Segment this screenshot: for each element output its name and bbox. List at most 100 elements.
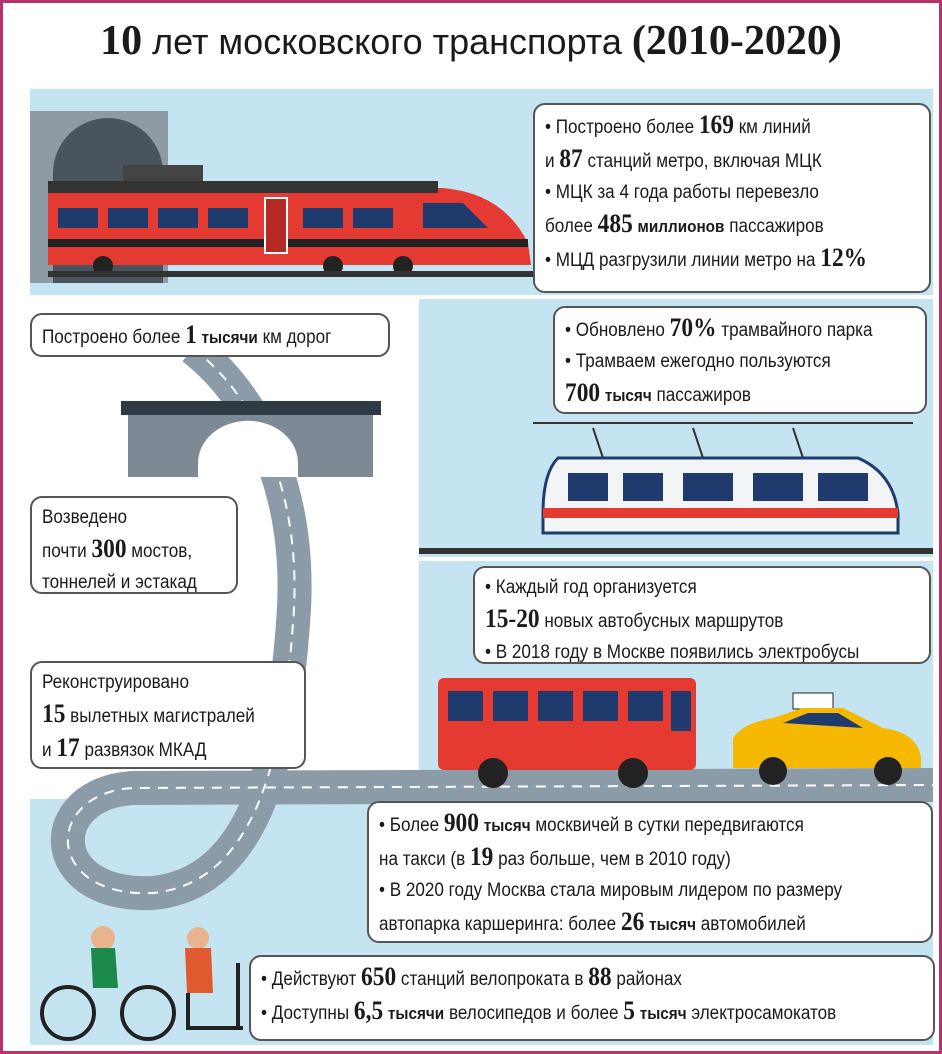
highlight-number: 900 bbox=[444, 808, 479, 837]
text-line: более 485 миллионов пассажиров bbox=[545, 208, 882, 242]
text-line: • Доступны 6,5 тысячи велосипедов и боле… bbox=[261, 995, 857, 1029]
info-box: • Более 900 тысяч москвичей в сутки пере… bbox=[367, 801, 933, 943]
text: велосипедов и более bbox=[444, 1003, 623, 1024]
text: км дорог bbox=[258, 327, 331, 348]
text: новых автобусных маршрутов bbox=[540, 611, 784, 632]
text: • Действуют bbox=[261, 969, 361, 990]
info-box: Построено более 1 тысячи км дорог bbox=[30, 313, 390, 357]
text: и bbox=[42, 740, 56, 761]
text-line: 15 вылетных магистралей bbox=[42, 698, 269, 732]
highlight-number: 26 bbox=[621, 907, 644, 936]
text: тоннелей и эстакад bbox=[42, 572, 197, 593]
text-line: • Более 900 тысяч москвичей в сутки пере… bbox=[379, 807, 867, 841]
title: 10 лет московского транспорта (2010-2020… bbox=[3, 17, 939, 65]
highlight-number: 650 bbox=[361, 962, 396, 991]
page: {"title": [{"text": "10", "style": "numb… bbox=[0, 0, 942, 1054]
infographic: 10 лет московского транспорта (2010-2020… bbox=[0, 0, 942, 1054]
text: Реконструировано bbox=[42, 672, 189, 693]
highlight-number: 15-20 bbox=[485, 604, 540, 633]
text-line: тоннелей и эстакад bbox=[42, 567, 208, 598]
highlight-number: 19 bbox=[470, 842, 493, 871]
highlight-word: тысяч bbox=[649, 915, 696, 934]
text: станций велопроката в bbox=[396, 969, 588, 990]
text-line: Реконструировано bbox=[42, 667, 269, 698]
text: • В 2018 году в Москве появились электро… bbox=[485, 642, 859, 663]
text-line: • МЦК за 4 года работы перевезло bbox=[545, 177, 882, 208]
text: автопарка каршеринга: более bbox=[379, 914, 621, 935]
text: пассажиров bbox=[724, 216, 823, 237]
text: вылетных магистралей bbox=[65, 706, 254, 727]
text-line: и 87 станций метро, включая МЦК bbox=[545, 143, 882, 177]
text: более bbox=[545, 216, 598, 237]
text: станций метро, включая МЦК bbox=[583, 151, 822, 172]
text: • МЦД разгрузили линии метро на bbox=[545, 250, 820, 271]
highlight-word: тысячи bbox=[388, 1004, 444, 1023]
text: • Построено более bbox=[545, 117, 699, 138]
highlight-word: тысячи bbox=[202, 328, 258, 347]
highlight-number: 700 bbox=[565, 378, 600, 407]
highlight-number: 169 bbox=[699, 110, 734, 139]
text: автомобилей bbox=[696, 914, 806, 935]
text-line: и 17 развязок МКАД bbox=[42, 732, 269, 766]
highlight-number: 485 bbox=[598, 209, 633, 238]
text-line: 15-20 новых автобусных маршрутов bbox=[485, 603, 876, 637]
info-box: • Действуют 650 станций велопроката в 88… bbox=[249, 955, 935, 1041]
text: пассажиров bbox=[652, 385, 751, 406]
highlight-number: 88 bbox=[588, 962, 611, 991]
text-line: • В 2018 году в Москве появились электро… bbox=[485, 637, 876, 668]
highlight-word: миллионов bbox=[638, 217, 725, 236]
highlight-number: 10 bbox=[100, 18, 142, 64]
text-line: • Действуют 650 станций велопроката в 88… bbox=[261, 961, 857, 995]
text: и bbox=[545, 151, 559, 172]
text: на такси (в bbox=[379, 849, 470, 870]
text-line: автопарка каршеринга: более 26 тысяч авт… bbox=[379, 906, 867, 940]
text: • В 2020 году Москва стала мировым лидер… bbox=[379, 880, 842, 901]
highlight-number: 6,5 bbox=[354, 996, 383, 1025]
text: почти bbox=[42, 541, 91, 562]
text: электросамокатов bbox=[687, 1003, 837, 1024]
text: Построено более bbox=[42, 327, 185, 348]
highlight-number: 15 bbox=[42, 699, 65, 728]
text: • МЦК за 4 года работы перевезло bbox=[545, 182, 819, 203]
text: • Обновлено bbox=[565, 320, 670, 341]
highlight-number: 1 bbox=[185, 320, 197, 349]
text-line: на такси (в 19 раз больше, чем в 2010 го… bbox=[379, 841, 867, 875]
text: мостов, bbox=[127, 541, 193, 562]
text-line: Построено более 1 тысячи км дорог bbox=[42, 319, 344, 353]
text: развязок МКАД bbox=[80, 740, 207, 761]
text: • Доступны bbox=[261, 1003, 354, 1024]
text-line: Возведено bbox=[42, 502, 208, 533]
highlight-number: 300 bbox=[91, 534, 126, 563]
text-line: 700 тысяч пассажиров bbox=[565, 377, 880, 411]
highlight-word: тысяч bbox=[640, 1004, 687, 1023]
text: раз больше, чем в 2010 году) bbox=[493, 849, 731, 870]
text-line: • Каждый год организуется bbox=[485, 572, 876, 603]
highlight-number: 17 bbox=[56, 733, 79, 762]
highlight-number: (2010-2020) bbox=[632, 18, 842, 64]
text-line: • В 2020 году Москва стала мировым лидер… bbox=[379, 875, 867, 906]
highlight-number: 5 bbox=[623, 996, 635, 1025]
text-line: • МЦД разгрузили линии метро на 12% bbox=[545, 242, 882, 276]
text-line: почти 300 мостов, bbox=[42, 533, 208, 567]
text: трамвайного парка bbox=[716, 320, 872, 341]
text-line: • Построено более 169 км линий bbox=[545, 109, 882, 143]
text: Возведено bbox=[42, 507, 127, 528]
text-line: • Обновлено 70% трамвайного парка bbox=[565, 312, 880, 346]
text-line: • Трамваем ежегодно пользуются bbox=[565, 346, 880, 377]
text: км линий bbox=[734, 117, 811, 138]
text: • Более bbox=[379, 815, 444, 836]
info-box: Возведено почти 300 мостов, тоннелей и эст… bbox=[30, 496, 238, 594]
highlight-word: тысяч bbox=[605, 386, 652, 405]
info-box: • Каждый год организуется 15-20 новых авт… bbox=[473, 566, 931, 664]
text: лет московского транспорта bbox=[142, 21, 632, 62]
info-box: • Обновлено 70% трамвайного парка • Трамв… bbox=[553, 306, 927, 414]
highlight-word: тысяч bbox=[484, 816, 531, 835]
text: москвичей в сутки передвигаются bbox=[531, 815, 804, 836]
text: • Трамваем ежегодно пользуются bbox=[565, 351, 831, 372]
text: • Каждый год организуется bbox=[485, 577, 697, 598]
highlight-number: 87 bbox=[559, 144, 582, 173]
highlight-number: 12% bbox=[820, 243, 867, 272]
text: районах bbox=[612, 969, 682, 990]
